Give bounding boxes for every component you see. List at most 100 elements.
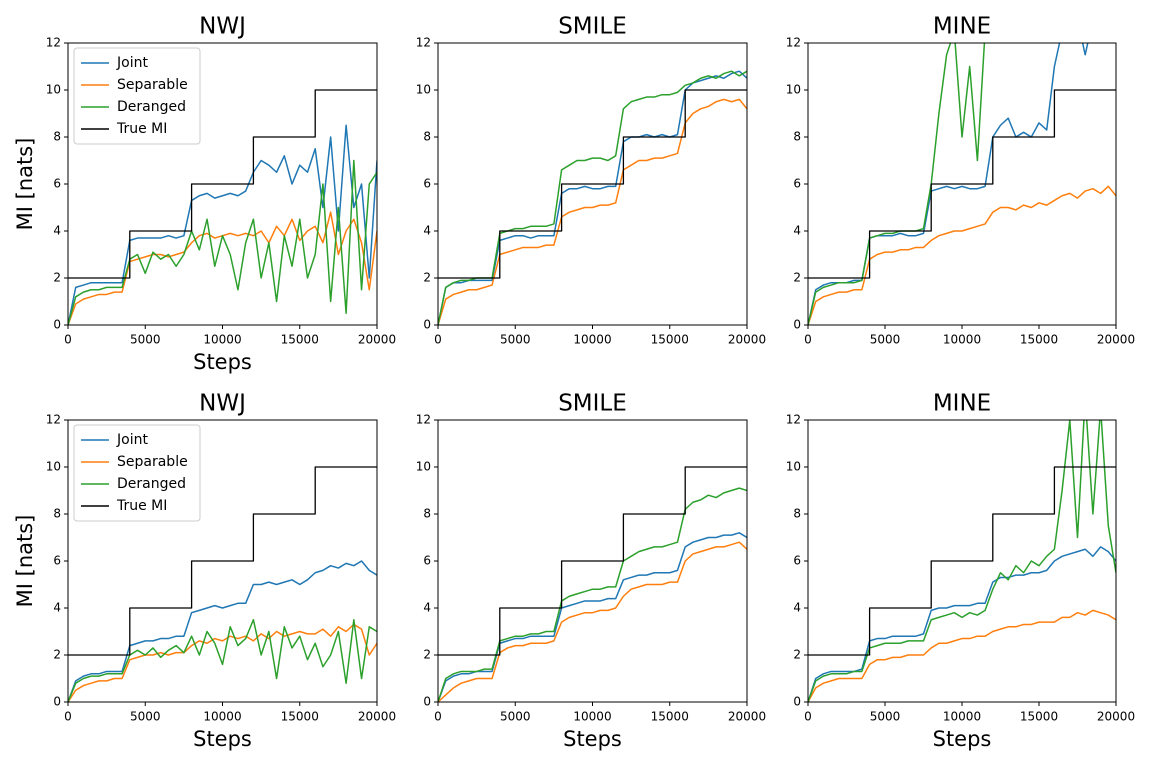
series-line [438,466,747,656]
plot-area [438,466,747,702]
y-tick-label: 0 [53,318,61,332]
y-tick-label: 12 [786,36,801,50]
series-line [808,609,1116,702]
series-line [68,89,377,279]
y-axis-label: MI [nats] [13,138,37,231]
y-tick-label: 4 [423,601,431,615]
y-tick-label: 6 [793,177,801,191]
y-tick-label: 6 [793,554,801,568]
y-tick-label: 12 [46,36,61,50]
subplot: 0 5000 10000 15000 20000 0 2 4 6 8 10 12 SMILE [416,14,766,347]
subplot: 0 5000 10000 15000 20000 0 2 4 6 8 10 12 NWJ Steps MI … [13,14,396,375]
y-tick-label: 12 [786,413,801,427]
series-line [68,466,377,656]
legend-label: Joint [116,432,148,448]
x-tick-label: 10000 [203,333,241,347]
y-tick-label: 8 [793,130,801,144]
legend-label: True MI [116,498,167,514]
y-tick-label: 8 [53,507,61,521]
plot-area [808,43,1116,325]
y-tick-label: 12 [416,36,431,50]
subplot: 0 5000 10000 15000 20000 0 2 4 6 8 10 12 MINE [786,14,1135,347]
series-line [438,541,747,702]
series-line [438,487,747,702]
x-tick-label: 10000 [573,333,611,347]
series-line [808,466,1116,656]
x-tick-label: 20000 [358,333,396,347]
y-tick-label: 10 [46,83,61,97]
x-axis-label: Steps [193,350,252,374]
x-tick-label: 10000 [203,710,241,724]
y-tick-label: 2 [793,271,801,285]
x-tick-label: 0 [64,710,72,724]
x-tick-label: 0 [804,333,812,347]
y-tick-label: 4 [53,224,61,238]
y-tick-label: 6 [423,177,431,191]
x-tick-label: 20000 [1097,710,1135,724]
subplot-title: NWJ [199,14,246,40]
series-line [808,43,986,325]
plot-area [68,466,377,702]
y-tick-label: 2 [53,271,61,285]
series-line [438,89,747,279]
legend-box [73,424,201,522]
x-tick-label: 10000 [943,333,981,347]
x-tick-label: 5000 [130,710,161,724]
subplot-title: NWJ [199,391,246,417]
y-tick-label: 2 [793,648,801,662]
y-axis-label: MI [nats] [13,515,37,608]
x-tick-label: 0 [804,710,812,724]
series-line [438,98,747,325]
y-tick-label: 10 [416,83,431,97]
y-tick-label: 0 [423,318,431,332]
y-tick-label: 4 [53,601,61,615]
subplot: 0 5000 10000 15000 20000 0 2 4 6 8 10 12 SMILE Steps [416,391,766,752]
x-tick-label: 5000 [870,710,901,724]
x-tick-label: 10000 [943,710,981,724]
series-line [808,420,1116,702]
x-tick-label: 15000 [281,333,319,347]
legend-box [73,47,201,145]
y-tick-label: 6 [423,554,431,568]
x-axis-label: Steps [193,727,252,751]
y-tick-label: 0 [423,695,431,709]
subplot-title: SMILE [558,391,627,417]
legend: Joint Separable Deranged True MI [73,424,201,522]
x-tick-label: 15000 [1020,333,1058,347]
series-line [68,124,377,325]
y-tick-label: 10 [46,460,61,474]
plot-area [808,420,1116,702]
x-tick-label: 20000 [728,333,766,347]
x-tick-label: 20000 [358,710,396,724]
y-tick-label: 2 [53,648,61,662]
x-tick-label: 5000 [500,710,531,724]
series-line [808,89,1116,279]
x-tick-label: 0 [64,333,72,347]
x-tick-label: 5000 [870,333,901,347]
y-tick-label: 8 [793,507,801,521]
series-line [68,211,377,325]
x-tick-label: 15000 [281,710,319,724]
y-tick-label: 8 [423,507,431,521]
x-tick-label: 15000 [651,333,689,347]
series-line [808,185,1116,325]
subplot-title: SMILE [558,14,627,40]
y-tick-label: 10 [786,83,801,97]
legend-label: Deranged [117,476,186,492]
series-line [68,623,377,702]
legend: Joint Separable Deranged True MI [73,47,201,145]
legend-label: Separable [117,454,188,470]
y-tick-label: 4 [793,224,801,238]
series-line [808,546,1116,702]
y-tick-label: 2 [423,271,431,285]
y-tick-label: 2 [423,648,431,662]
y-tick-label: 4 [423,224,431,238]
y-tick-label: 0 [53,695,61,709]
y-tick-label: 8 [423,130,431,144]
y-tick-label: 12 [416,413,431,427]
y-tick-label: 0 [793,318,801,332]
x-tick-label: 10000 [573,710,611,724]
plot-area [68,89,377,325]
x-tick-label: 5000 [500,333,531,347]
